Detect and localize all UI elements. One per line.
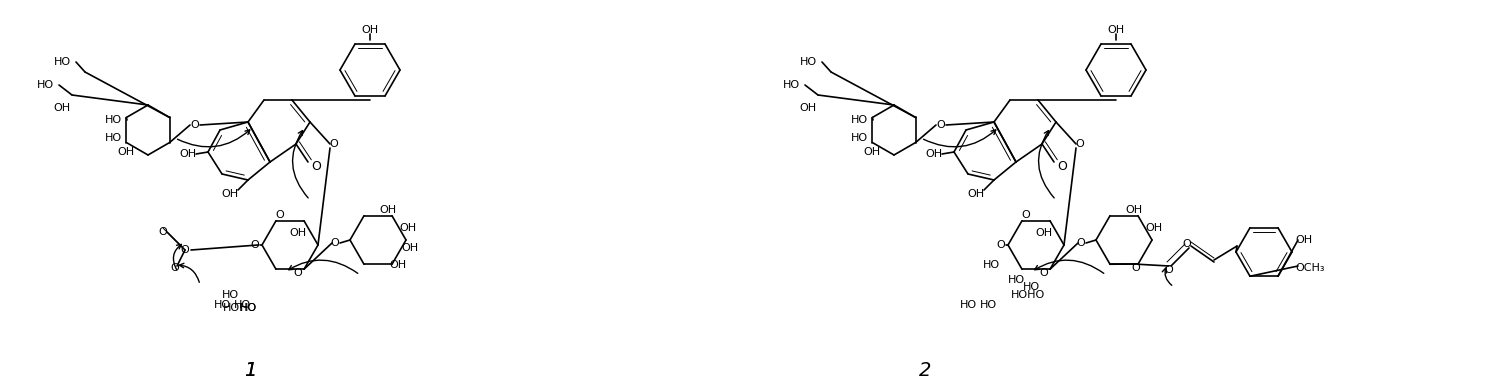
Text: O: O	[191, 120, 200, 130]
Text: HO: HO	[104, 133, 121, 143]
Text: OCH₃: OCH₃	[1295, 263, 1325, 273]
Text: O: O	[331, 238, 339, 248]
Text: HO: HO	[239, 303, 257, 313]
Text: OH: OH	[401, 243, 419, 253]
Text: HO: HO	[1007, 275, 1025, 285]
Text: OH: OH	[925, 149, 943, 159]
Text: 2: 2	[919, 361, 931, 380]
Text: OH: OH	[361, 25, 379, 35]
Text: HO: HO	[959, 300, 977, 310]
Text: OH: OH	[1125, 205, 1143, 215]
Text: O: O	[1131, 263, 1140, 273]
Text: OH: OH	[864, 147, 880, 157]
Text: O: O	[170, 263, 179, 273]
Text: O: O	[1076, 139, 1085, 149]
Text: OH: OH	[967, 189, 985, 199]
Text: OH: OH	[118, 147, 134, 157]
Text: OH: OH	[221, 189, 239, 199]
Text: HO: HO	[36, 80, 54, 90]
Text: HO: HO	[979, 300, 997, 310]
Text: OH: OH	[179, 149, 197, 159]
Text: OH: OH	[400, 223, 416, 233]
Text: O: O	[310, 159, 321, 173]
Text: OH: OH	[1146, 223, 1162, 233]
Text: HO: HO	[850, 115, 867, 125]
Text: HO: HO	[1022, 282, 1040, 292]
Text: O: O	[294, 268, 303, 278]
Text: OH: OH	[1035, 228, 1052, 238]
Text: O: O	[1183, 239, 1192, 249]
Text: HO: HO	[982, 260, 1000, 270]
Text: O: O	[1022, 210, 1031, 220]
Text: O: O	[276, 210, 285, 220]
Text: OH: OH	[289, 228, 306, 238]
Text: HO: HO	[233, 300, 251, 310]
Text: HOHO: HOHO	[1012, 290, 1044, 300]
Text: OH: OH	[1295, 235, 1313, 245]
Text: OH: OH	[54, 103, 70, 113]
Text: HO: HO	[782, 80, 800, 90]
Text: OH: OH	[800, 103, 816, 113]
Text: O: O	[1165, 265, 1173, 275]
Text: OH: OH	[379, 205, 397, 215]
Text: HO: HO	[221, 290, 239, 300]
Text: OH: OH	[1107, 25, 1125, 35]
Text: HO: HO	[800, 57, 816, 67]
Text: OH: OH	[389, 260, 406, 270]
Text: O: O	[1040, 268, 1049, 278]
Text: O: O	[997, 240, 1006, 250]
Text: 1: 1	[243, 361, 257, 380]
Text: HO: HO	[850, 133, 867, 143]
Text: HO: HO	[104, 115, 121, 125]
Text: HO: HO	[213, 300, 231, 310]
Text: O: O	[251, 240, 260, 250]
Text: O: O	[181, 245, 189, 255]
Text: 1: 1	[243, 361, 257, 380]
Text: O: O	[1077, 238, 1085, 248]
Text: O: O	[937, 120, 946, 130]
Text: O: O	[1056, 159, 1067, 173]
Text: O: O	[158, 227, 167, 237]
Text: O: O	[330, 139, 339, 149]
Text: HOHO: HOHO	[222, 303, 257, 313]
Text: HO: HO	[54, 57, 70, 67]
